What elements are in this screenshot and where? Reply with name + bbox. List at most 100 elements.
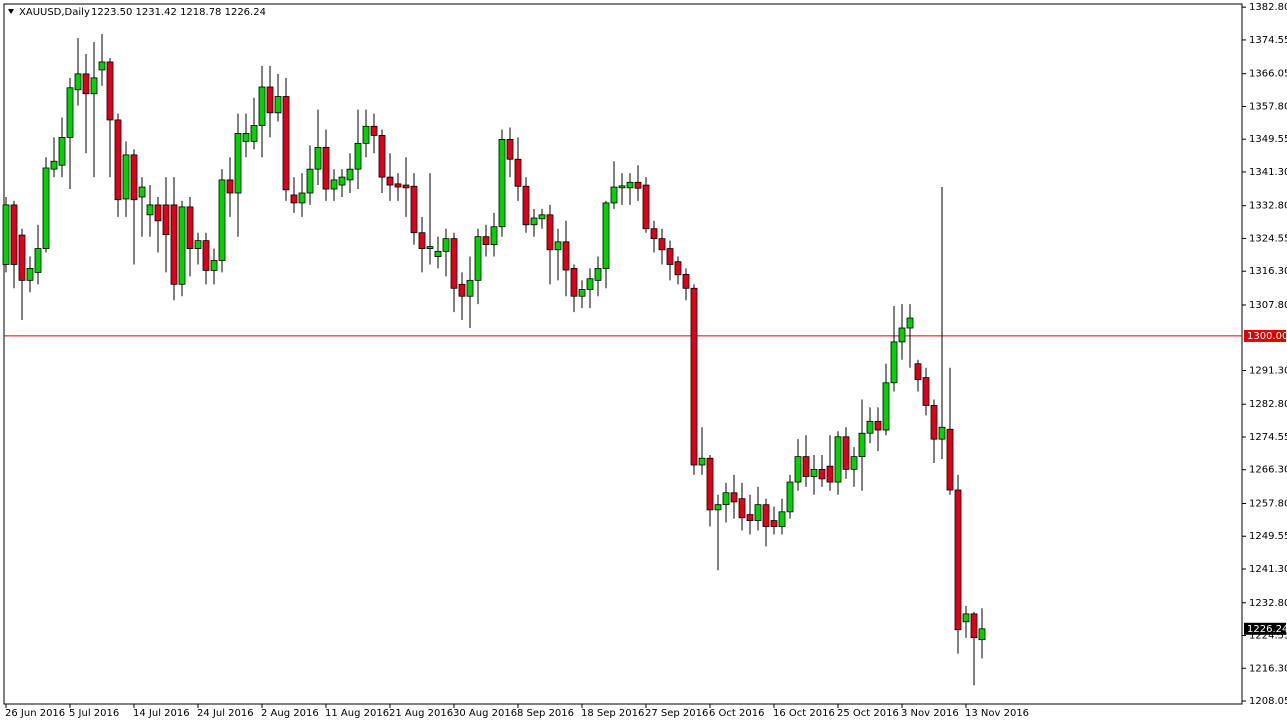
x-tick-label: 21 Aug 2016 xyxy=(389,708,453,719)
y-tick-label: 1249.55 xyxy=(1249,531,1287,542)
candle-body xyxy=(426,246,434,249)
candle-body xyxy=(922,377,930,406)
candle-body xyxy=(682,273,690,289)
candle-body xyxy=(914,363,922,381)
candle-body xyxy=(90,77,98,95)
candle-body xyxy=(690,287,698,466)
candle-body xyxy=(674,261,682,276)
candle-body xyxy=(34,248,42,273)
y-tick-label: 1208.05 xyxy=(1249,696,1287,707)
candle-body xyxy=(890,341,898,384)
candle-body xyxy=(730,492,738,503)
candle-body xyxy=(2,204,10,265)
candle-body xyxy=(402,184,410,189)
candle-body xyxy=(274,96,282,114)
candle-body xyxy=(242,133,250,142)
y-tick-label: 1374.55 xyxy=(1249,35,1287,46)
candle-body xyxy=(314,146,322,170)
quote: 1223.50 1231.42 1218.78 1226.24 xyxy=(91,7,266,18)
last-price-label: 1226.24 xyxy=(1247,624,1287,635)
candle-body xyxy=(466,279,474,297)
candle-body xyxy=(618,185,626,189)
candle-body xyxy=(554,241,562,251)
candle-body xyxy=(634,181,642,189)
candle-body xyxy=(570,268,578,297)
candle-body xyxy=(906,317,914,329)
x-tick-label: 14 Jul 2016 xyxy=(133,708,190,719)
candle-body xyxy=(346,168,354,181)
candle-body xyxy=(626,181,634,189)
y-tick-label: 1349.55 xyxy=(1249,134,1287,145)
y-tick-label: 1291.30 xyxy=(1249,365,1287,376)
candle-body xyxy=(298,192,306,204)
candle-body xyxy=(322,146,330,190)
y-tick-label: 1216.30 xyxy=(1249,663,1287,674)
candle-body xyxy=(354,142,362,170)
x-tick-label: 2 Aug 2016 xyxy=(261,708,319,719)
candle-body xyxy=(50,160,58,170)
menu-arrow[interactable] xyxy=(8,9,14,14)
candle-body xyxy=(42,167,50,249)
x-tick-label: 24 Jul 2016 xyxy=(197,708,254,719)
candle-body xyxy=(74,73,82,91)
candle-body xyxy=(226,179,234,194)
candle-body xyxy=(794,456,802,483)
candle-body xyxy=(978,628,986,641)
candle-body xyxy=(410,185,418,234)
x-tick-label: 18 Sep 2016 xyxy=(581,708,644,719)
y-tick-label: 1257.80 xyxy=(1249,498,1287,509)
candle-body xyxy=(418,232,426,249)
x-tick-label: 26 Jun 2016 xyxy=(5,708,65,719)
candle-body xyxy=(642,184,650,230)
candle-body xyxy=(762,504,770,527)
candle-body xyxy=(306,168,314,194)
candle-body xyxy=(394,183,402,188)
y-tick-label: 1332.80 xyxy=(1249,201,1287,212)
candle-body xyxy=(506,138,514,160)
candle-body xyxy=(586,278,594,290)
candle-body xyxy=(186,206,194,249)
y-tick-label: 1307.80 xyxy=(1249,300,1287,311)
symbol: XAUUSD,Daily xyxy=(19,7,90,18)
candle-body xyxy=(850,456,858,470)
candle-body xyxy=(210,260,218,271)
candle-body xyxy=(666,248,674,265)
candle-body xyxy=(594,268,602,281)
candle-body xyxy=(770,520,778,527)
x-tick-label: 16 Oct 2016 xyxy=(773,708,835,719)
candle-body xyxy=(610,186,618,204)
candle-body xyxy=(698,457,706,466)
y-tick-label: 1366.05 xyxy=(1249,69,1287,80)
candle-body xyxy=(66,87,74,138)
y-tick-label: 1232.80 xyxy=(1249,598,1287,609)
x-tick-label: 8 Sep 2016 xyxy=(517,708,574,719)
candle-body xyxy=(458,283,466,297)
x-tick-label: 13 Nov 2016 xyxy=(965,708,1029,719)
candle-body xyxy=(706,457,714,511)
candle-body xyxy=(162,204,170,236)
candle-body xyxy=(538,214,546,220)
candle-body xyxy=(194,240,202,249)
candle-body xyxy=(530,217,538,226)
candle-body xyxy=(490,226,498,246)
candle-body xyxy=(178,206,186,285)
candle-body xyxy=(546,214,554,251)
candle-body xyxy=(130,154,138,201)
candle-body xyxy=(138,186,146,198)
candle-body xyxy=(482,236,490,246)
y-tick-label: 1266.30 xyxy=(1249,465,1287,476)
y-tick-label: 1274.55 xyxy=(1249,432,1287,443)
candle-body xyxy=(874,420,882,431)
candle-body xyxy=(146,204,154,216)
candle-body xyxy=(842,436,850,470)
candle-body xyxy=(514,158,522,187)
candle-body xyxy=(562,241,570,271)
candle-body xyxy=(58,137,66,166)
candle-body xyxy=(938,426,946,440)
candle-body xyxy=(474,236,482,281)
candle-body xyxy=(26,268,34,281)
last-price-box xyxy=(1244,622,1286,635)
candle-body xyxy=(218,179,226,261)
candle-body xyxy=(882,382,890,431)
